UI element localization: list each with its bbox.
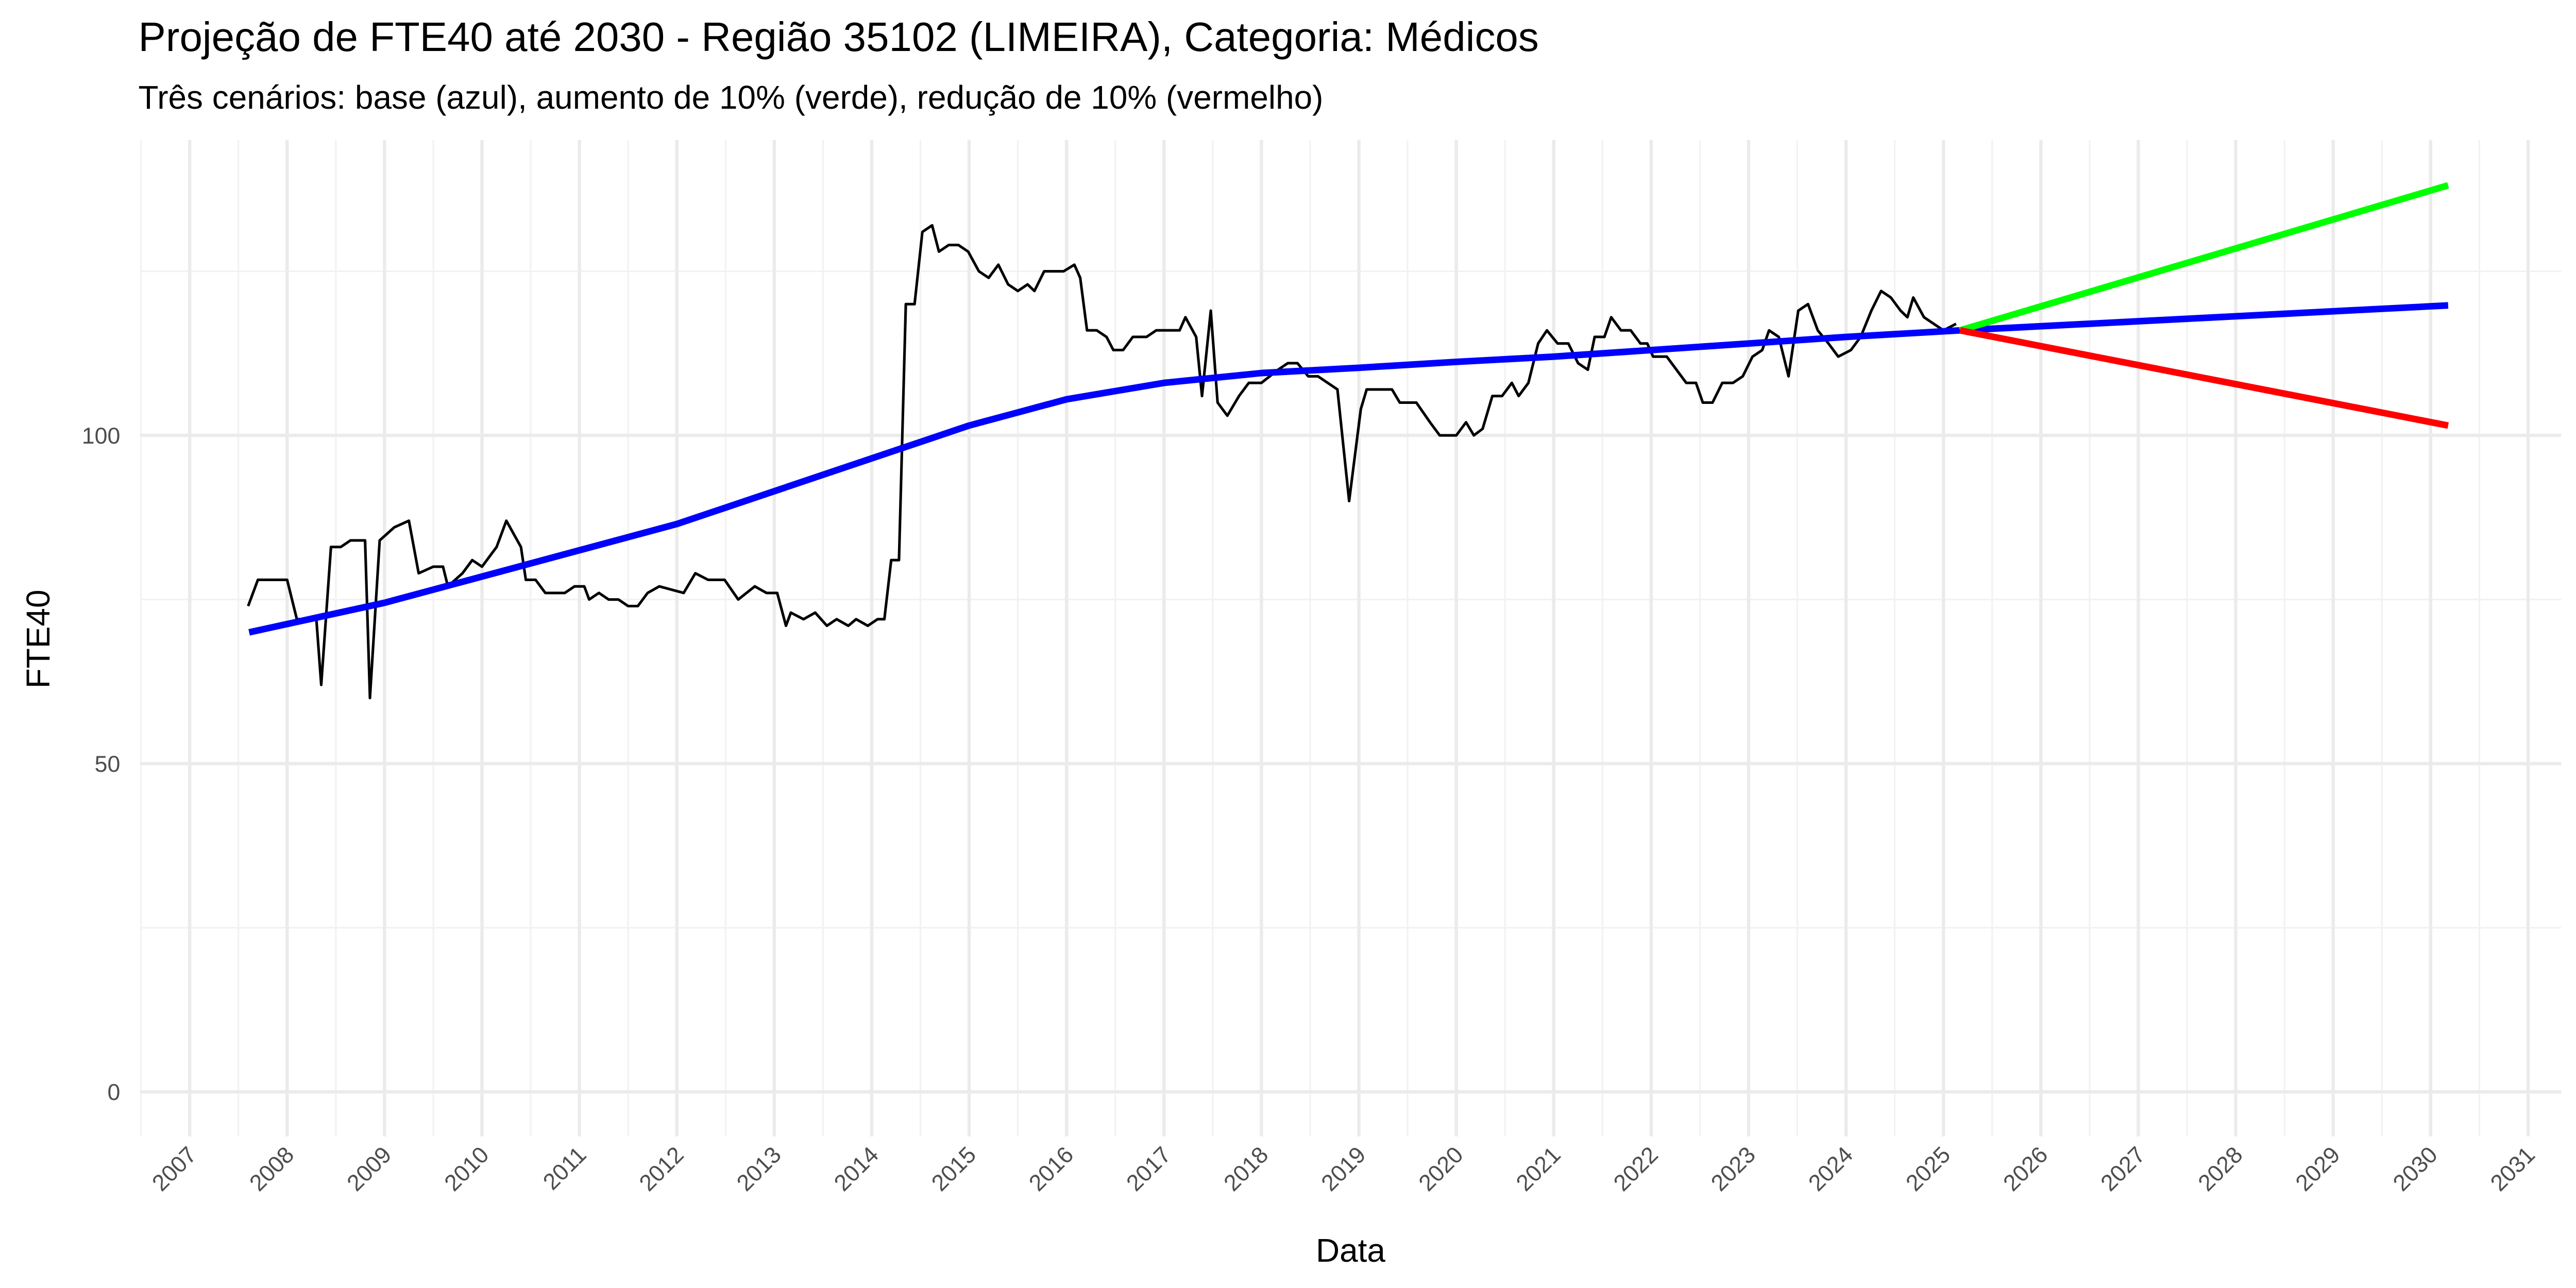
x-tick-label: 2013 — [732, 1142, 786, 1196]
y-axis-title: FTE40 — [20, 589, 57, 688]
x-tick-label: 2023 — [1706, 1142, 1760, 1196]
series-line — [248, 302, 2449, 636]
chart-title: Projeção de FTE40 até 2030 - Região 3510… — [139, 14, 1539, 60]
x-tick-label: 2010 — [439, 1142, 494, 1196]
y-tick-label: 50 — [95, 751, 121, 777]
x-tick-label: 2020 — [1414, 1142, 1468, 1196]
series-line — [1959, 327, 2449, 429]
x-tick-label: 2031 — [2485, 1142, 2540, 1196]
x-tick-label: 2008 — [245, 1142, 299, 1196]
x-tick-label: 2026 — [1998, 1142, 2053, 1196]
x-tick-label: 2029 — [2291, 1142, 2345, 1196]
series-line — [1959, 182, 2449, 334]
x-tick-label: 2027 — [2096, 1142, 2150, 1196]
x-tick-label: 2024 — [1803, 1142, 1858, 1196]
y-tick-label: 0 — [107, 1079, 120, 1105]
x-tick-label: 2022 — [1608, 1142, 1663, 1196]
x-tick-label: 2007 — [147, 1142, 201, 1196]
x-tick-label: 2021 — [1511, 1142, 1566, 1196]
x-tick-label: 2016 — [1024, 1142, 1079, 1196]
x-tick-label: 2030 — [2388, 1142, 2443, 1196]
series-line — [247, 224, 1957, 700]
x-tick-label: 2017 — [1122, 1142, 1176, 1196]
x-tick-label: 2014 — [829, 1142, 884, 1196]
x-tick-label: 2019 — [1316, 1142, 1371, 1196]
x-tick-label: 2012 — [634, 1142, 689, 1196]
chart-subtitle: Três cenários: base (azul), aumento de 1… — [139, 79, 1324, 116]
x-tick-label: 2009 — [342, 1142, 397, 1196]
x-axis-title: Data — [1316, 1232, 1385, 1269]
x-tick-label: 2028 — [2193, 1142, 2248, 1196]
x-tick-label: 2018 — [1219, 1142, 1274, 1196]
x-tick-label: 2011 — [538, 1142, 591, 1195]
y-tick-label: 100 — [82, 423, 121, 449]
x-tick-label: 2015 — [926, 1142, 981, 1196]
x-tick-label: 2025 — [1901, 1142, 1956, 1196]
